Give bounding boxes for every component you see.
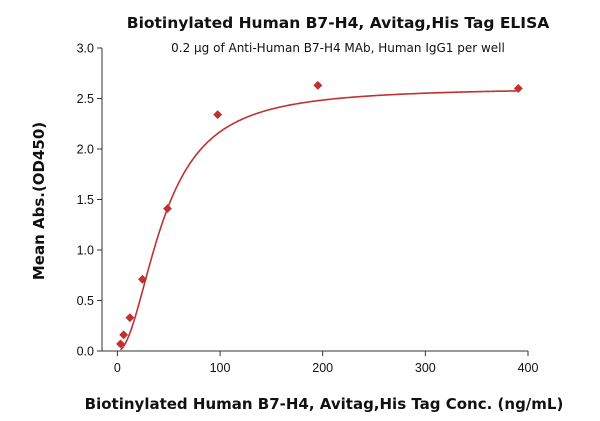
x-tick-label: 0 xyxy=(114,361,121,375)
chart-subtitle: 0.2 μg of Anti-Human B7-H4 MAb, Human Ig… xyxy=(171,41,505,55)
y-tick-label: 2.5 xyxy=(77,92,94,106)
y-tick-label: 0.0 xyxy=(77,345,94,359)
y-tick-label: 2.0 xyxy=(77,143,94,157)
plot-area: 0.0 0.5 1.0 1.5 2.0 2.5 3.0 0 100 200 300 400 xyxy=(77,42,539,376)
y-tick-label: 1.0 xyxy=(77,244,94,258)
data-point xyxy=(213,110,223,120)
y-tick-label: 1.5 xyxy=(77,193,94,207)
data-point xyxy=(162,204,173,214)
x-tick-label: 100 xyxy=(210,361,231,375)
data-point xyxy=(513,83,523,93)
data-point xyxy=(137,274,147,284)
x-tick-label: 300 xyxy=(415,361,436,375)
y-tick-label: 0.5 xyxy=(77,294,94,308)
chart-title: Biotinylated Human B7-H4, Avitag,His Tag… xyxy=(127,14,549,32)
data-point xyxy=(313,80,323,90)
data-point xyxy=(125,313,135,323)
x-axis-label: Biotinylated Human B7-H4, Avitag,His Tag… xyxy=(85,395,564,413)
x-tick-label: 400 xyxy=(518,361,539,375)
y-axis-label: Mean Abs.(OD450) xyxy=(30,122,48,280)
data-point xyxy=(115,339,126,349)
data-point xyxy=(119,330,129,340)
fit-curve xyxy=(119,90,519,351)
x-tick-label: 200 xyxy=(312,361,333,375)
y-tick-label: 3.0 xyxy=(77,42,94,56)
